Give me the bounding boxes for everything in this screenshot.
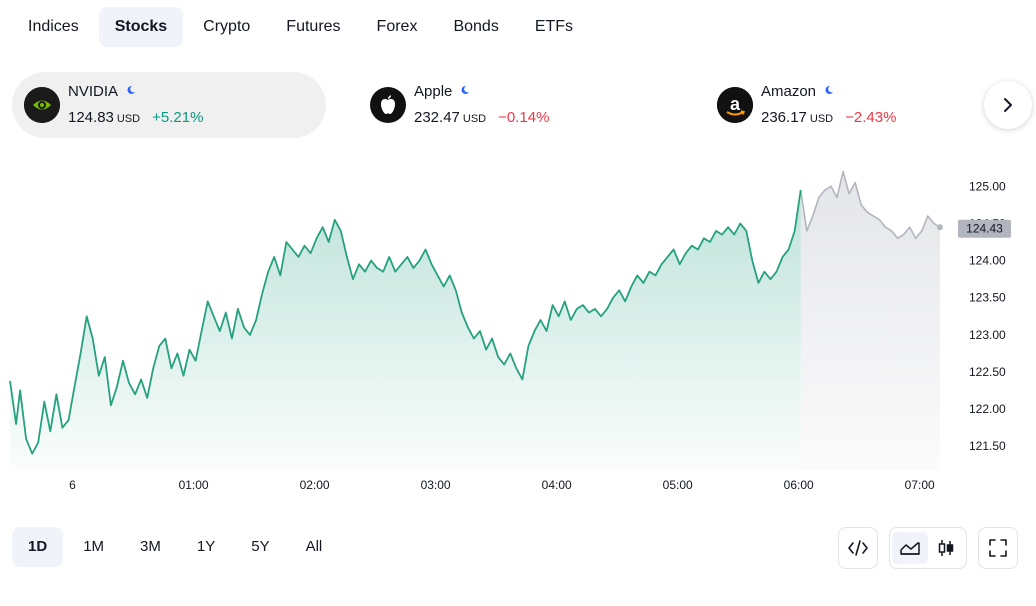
candles-icon (938, 540, 954, 556)
y-tick-label: 123.50 (969, 291, 1006, 305)
extended-hours-line (799, 170, 941, 240)
tab-crypto[interactable]: Crypto (203, 18, 251, 35)
ticker-card-nvidia[interactable]: NVIDIA 124.83 USD +5.21% (12, 72, 326, 138)
session-price-line (9, 189, 802, 455)
y-tick-label: 125.00 (969, 179, 1006, 193)
y-tick-label: 121.50 (969, 439, 1006, 453)
carousel-next-button[interactable] (984, 81, 1032, 129)
last-price-label: 124.43 (966, 222, 1003, 236)
ticker-price: 124.83 (68, 109, 114, 126)
tab-futures[interactable]: Futures (286, 18, 341, 35)
session-area (10, 190, 801, 470)
x-tick-label: 03:00 (421, 478, 451, 492)
amazon-logo-icon: a (717, 87, 753, 123)
price-area-layer (9, 170, 941, 470)
range-1d[interactable]: 1D (12, 527, 64, 567)
tab-bonds[interactable]: Bonds (453, 18, 499, 35)
ticker-change: +5.21% (152, 109, 204, 126)
y-tick-label: 123.00 (969, 328, 1006, 342)
ticker-card-amazon[interactable]: a Amazon 236.17 USD −2.43% (705, 72, 1019, 138)
range-5y[interactable]: 5Y (251, 538, 270, 555)
chart-style-toggle (889, 527, 967, 569)
range-all[interactable]: All (305, 538, 323, 555)
market-tabs: Indices Stocks Crypto Futures Forex Bond… (12, 7, 589, 47)
tab-indices[interactable]: Indices (28, 18, 79, 35)
tab-forex[interactable]: Forex (376, 18, 418, 35)
y-tick-label: 124.00 (969, 254, 1006, 268)
ticker-quote: 232.47 USD −0.14% (414, 109, 549, 126)
x-tick-label: 05:00 (663, 478, 693, 492)
ticker-currency: USD (809, 113, 834, 125)
ticker-quote: 124.83 USD +5.21% (68, 109, 203, 126)
y-tick-label: 122.50 (969, 365, 1006, 379)
extended-hours-area (800, 171, 940, 470)
x-tick-label: 01:00 (179, 478, 209, 492)
range-3m[interactable]: 3M (140, 538, 161, 555)
last-price-dot (936, 224, 943, 231)
ticker-currency: USD (462, 113, 487, 125)
range-1y[interactable]: 1Y (196, 538, 216, 555)
market-closed-icon (825, 85, 834, 94)
x-tick-label: 07:00 (905, 478, 935, 492)
fullscreen-button[interactable] (978, 527, 1018, 569)
market-closed-icon (461, 85, 470, 94)
x-tick-label: 04:00 (542, 478, 572, 492)
y-tick-label: 122.00 (969, 402, 1006, 416)
ticker-name: NVIDIA (68, 83, 136, 100)
area-chart-icon (900, 542, 920, 555)
range-selector: 1D 1M 3M 1Y 5Y All (12, 527, 338, 567)
market-closed-icon (127, 85, 136, 94)
ticker-price: 232.47 (414, 109, 460, 126)
last-price-badge (958, 219, 1011, 238)
svg-text:a: a (730, 94, 741, 114)
candles-style-button[interactable] (928, 532, 964, 564)
price-chart[interactable]: 125.00124.50124.00123.50123.00122.50122.… (0, 170, 1036, 510)
code-icon (848, 540, 868, 556)
ticker-carousel: NVIDIA 124.83 USD +5.21% Apple 232.47 USD −0… (12, 72, 1022, 138)
x-tick-label: 02:00 (300, 478, 330, 492)
chevron-right-icon (1004, 98, 1012, 112)
ticker-card-apple[interactable]: Apple 232.47 USD −0.14% (358, 72, 672, 138)
area-style-button[interactable] (892, 532, 928, 564)
tab-stocks[interactable]: Stocks (98, 7, 184, 47)
embed-button[interactable] (838, 527, 878, 569)
ticker-name: Apple (414, 83, 470, 100)
last-price-layer: 124.43 (936, 219, 1011, 238)
tab-etfs[interactable]: ETFs (534, 18, 574, 35)
ticker-currency: USD (116, 113, 141, 125)
range-1m[interactable]: 1M (83, 538, 105, 555)
x-tick-label: 6 (69, 478, 76, 492)
ticker-change: −0.14% (498, 109, 550, 126)
fullscreen-icon (989, 539, 1007, 557)
x-tick-label: 06:00 (784, 478, 814, 492)
apple-logo-icon (370, 87, 406, 123)
time-axis: 6 01:00 02:00 03:00 04:00 05:00 06:00 07:00 (69, 478, 935, 492)
nvidia-logo-icon (24, 87, 60, 123)
ticker-name: Amazon (761, 83, 834, 100)
ticker-change: −2.43% (845, 109, 897, 126)
ticker-quote: 236.17 USD −2.43% (761, 109, 896, 126)
ticker-price: 236.17 (761, 109, 807, 126)
